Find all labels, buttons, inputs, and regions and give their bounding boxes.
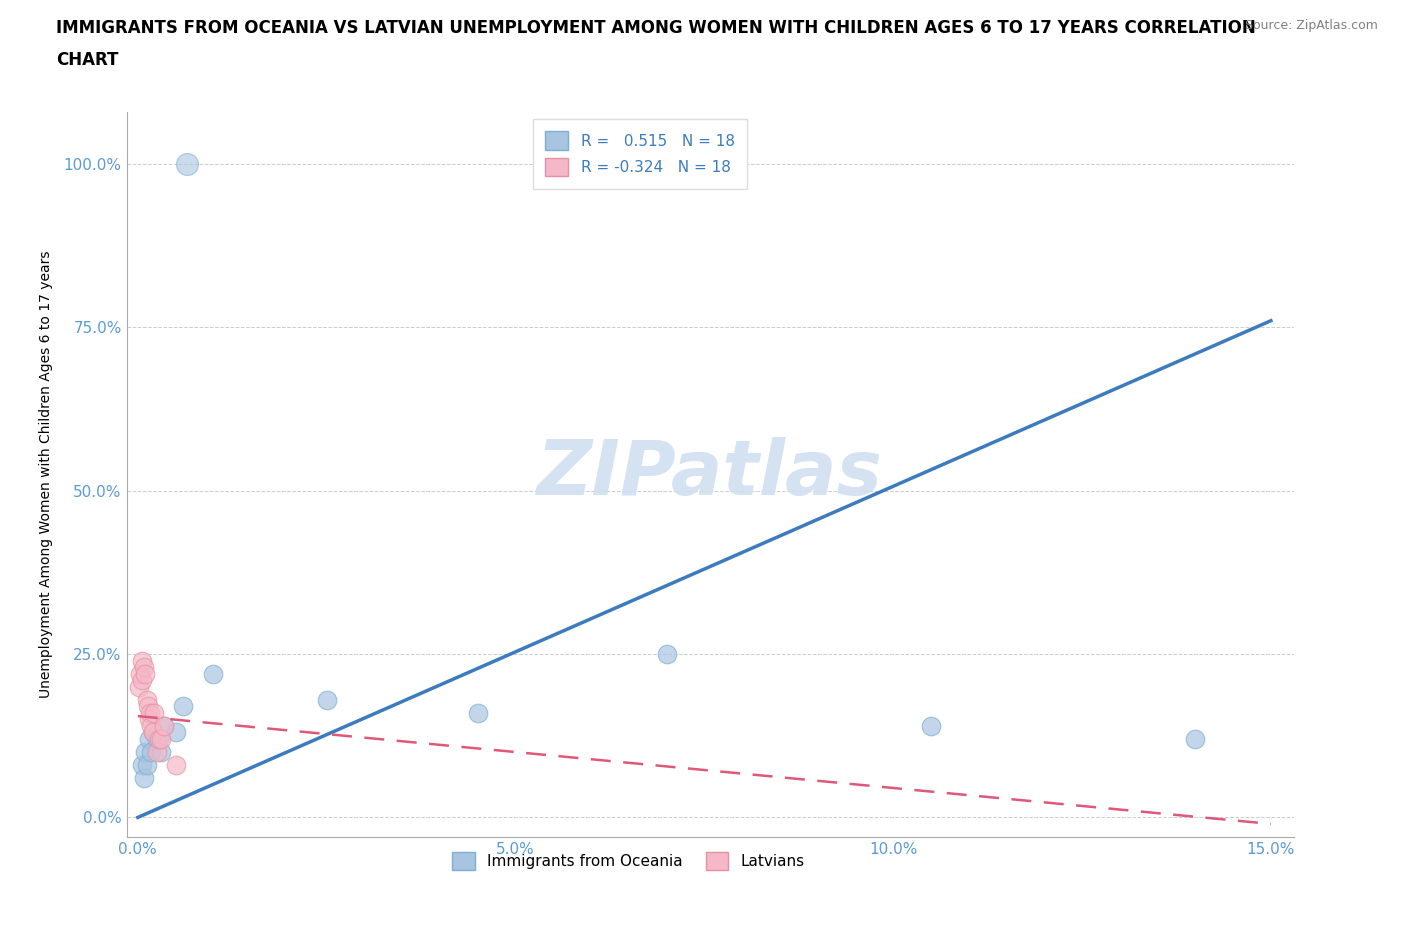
Point	[131, 758, 153, 773]
Point	[142, 725, 165, 740]
Text: Source: ZipAtlas.com: Source: ZipAtlas.com	[1244, 19, 1378, 32]
Point	[128, 679, 150, 694]
Point	[145, 745, 167, 760]
Point	[467, 705, 489, 720]
Point	[172, 698, 194, 713]
Point	[138, 732, 160, 747]
Point	[131, 672, 153, 687]
Point	[134, 745, 156, 760]
Point	[129, 666, 152, 681]
Point	[165, 725, 187, 740]
Point	[132, 771, 155, 786]
Text: CHART: CHART	[56, 51, 118, 69]
Point	[136, 758, 159, 773]
Point	[136, 692, 159, 707]
Point	[136, 698, 159, 713]
Point	[149, 732, 172, 747]
Point	[132, 659, 155, 674]
Legend: Immigrants from Oceania, Latvians: Immigrants from Oceania, Latvians	[446, 845, 811, 876]
Point	[148, 732, 170, 747]
Point	[142, 725, 165, 740]
Point	[149, 745, 172, 760]
Y-axis label: Unemployment Among Women with Children Ages 6 to 17 years: Unemployment Among Women with Children A…	[38, 250, 52, 698]
Point	[1184, 732, 1206, 747]
Point	[134, 666, 156, 681]
Point	[138, 712, 160, 727]
Point	[315, 692, 337, 707]
Point	[143, 705, 166, 720]
Point	[139, 705, 162, 720]
Point	[655, 646, 678, 661]
Point	[141, 719, 163, 734]
Point	[153, 719, 176, 734]
Text: IMMIGRANTS FROM OCEANIA VS LATVIAN UNEMPLOYMENT AMONG WOMEN WITH CHILDREN AGES 6: IMMIGRANTS FROM OCEANIA VS LATVIAN UNEMP…	[56, 19, 1256, 36]
Point	[176, 156, 198, 171]
Point	[153, 719, 176, 734]
Point	[141, 745, 163, 760]
Point	[145, 732, 167, 747]
Text: ZIPatlas: ZIPatlas	[537, 437, 883, 512]
Point	[165, 758, 187, 773]
Point	[131, 653, 153, 668]
Point	[920, 719, 942, 734]
Point	[202, 666, 225, 681]
